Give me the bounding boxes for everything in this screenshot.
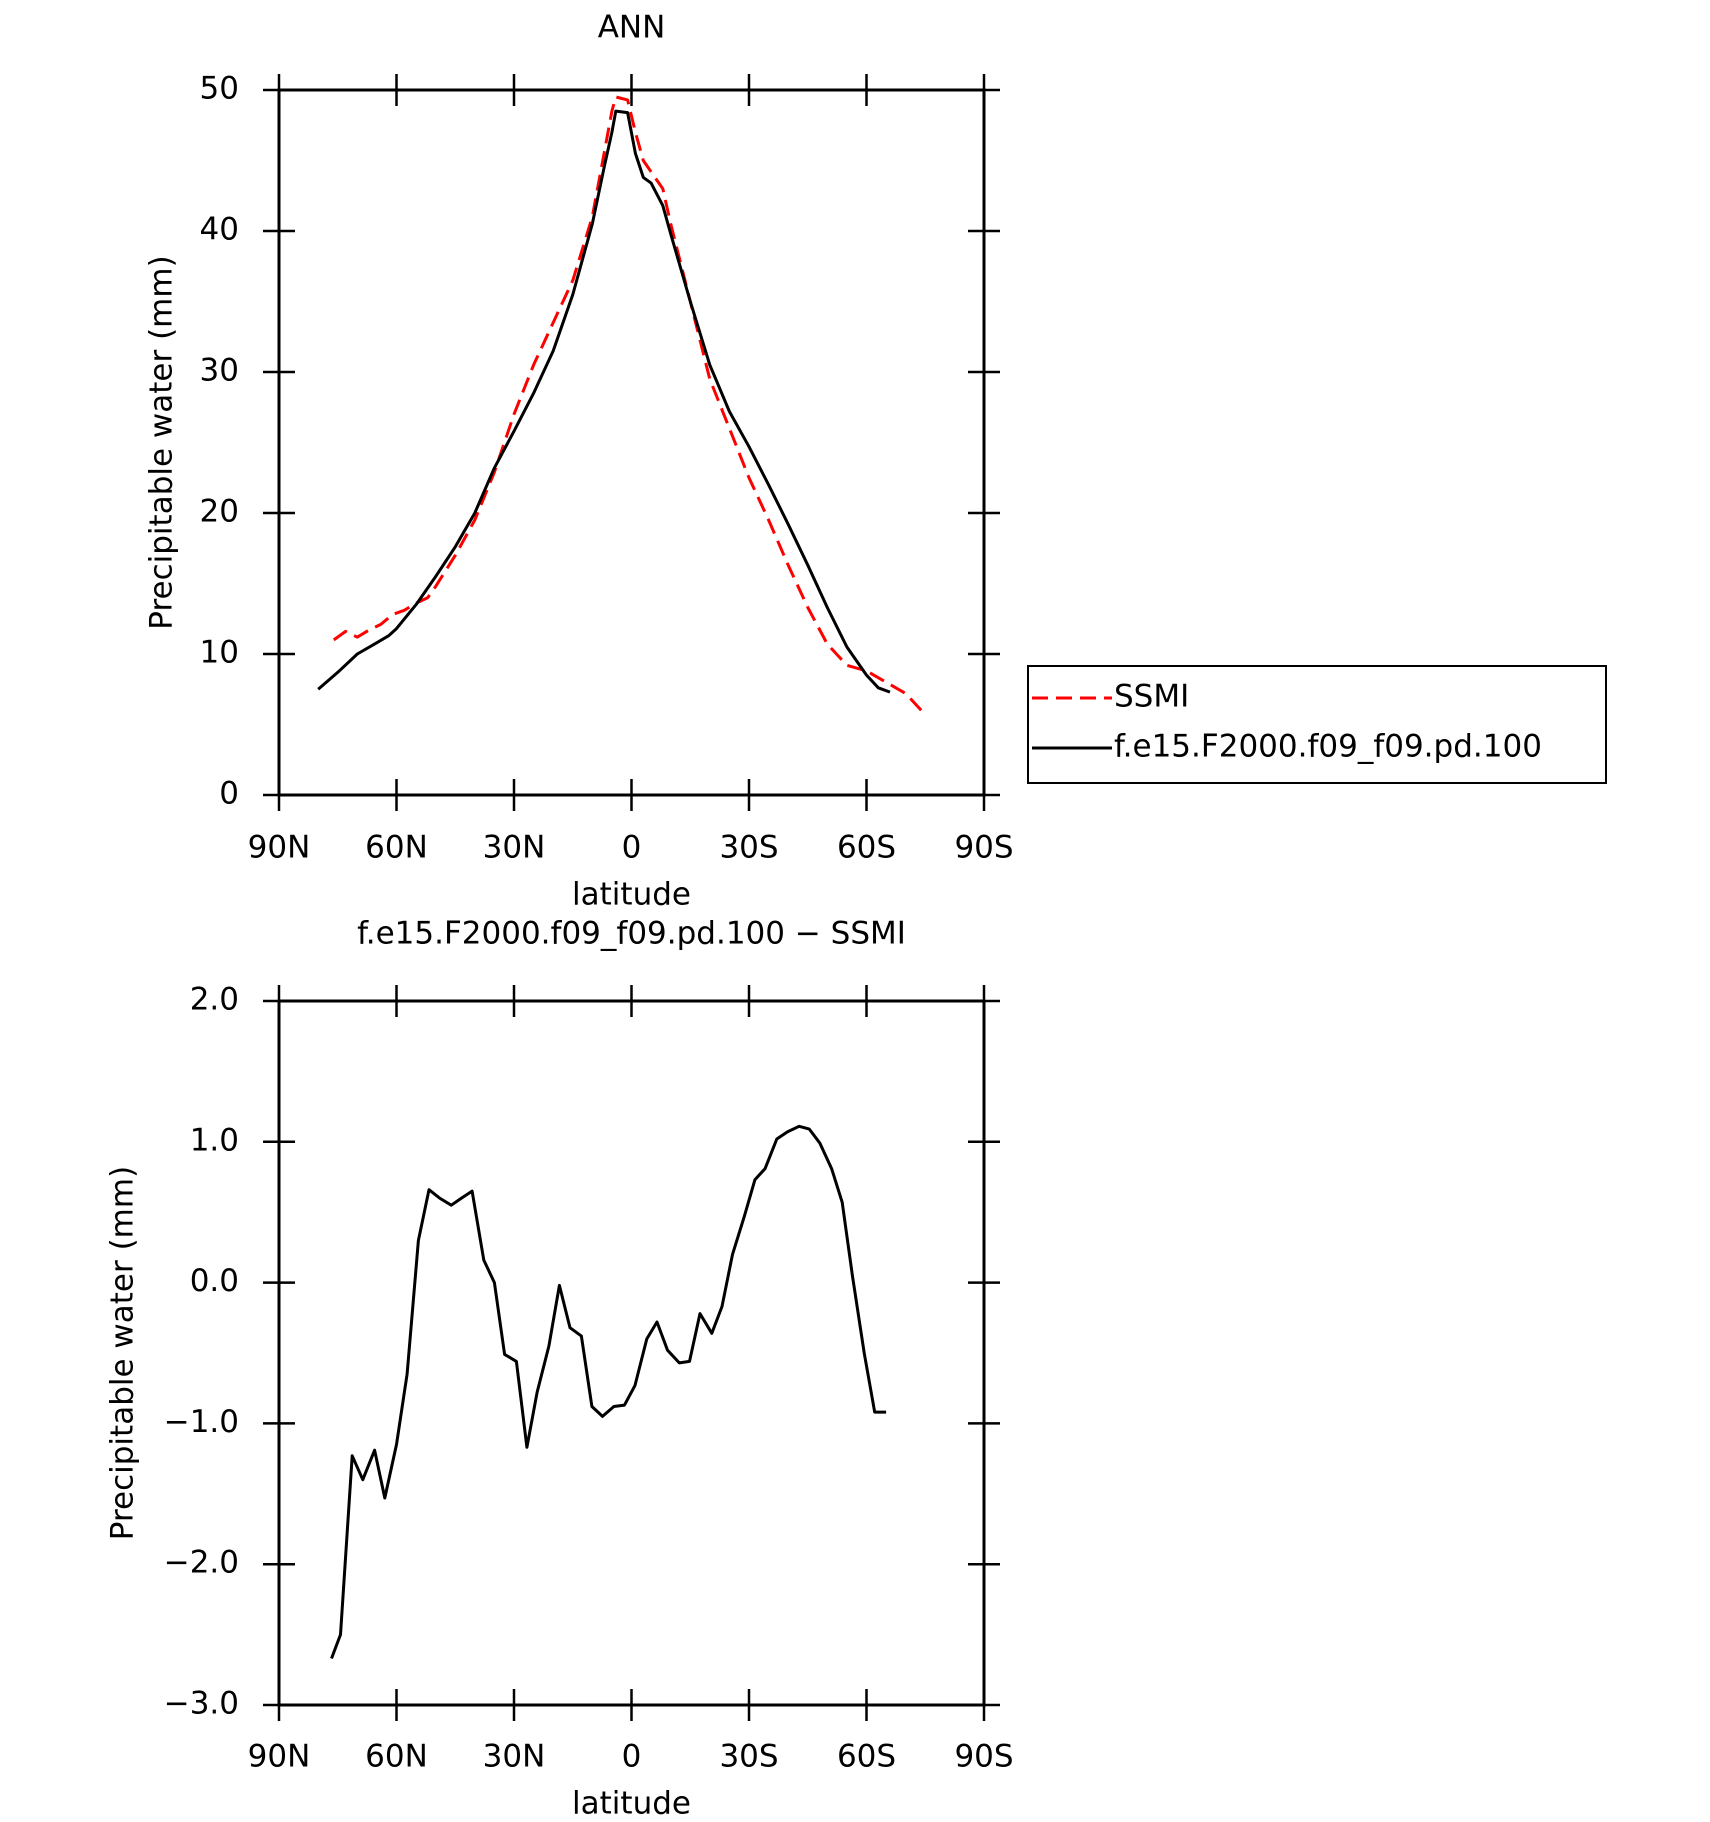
x-axis-label: latitude: [572, 1786, 691, 1822]
y-tick-label: 50: [200, 71, 239, 107]
chart-title: ANN: [598, 10, 666, 46]
y-tick-label: 1.0: [190, 1122, 239, 1158]
plot-frame: [277, 999, 986, 1707]
y-tick-label: −3.0: [164, 1686, 239, 1722]
data-line: [332, 95, 923, 712]
y-tick-label: 20: [200, 494, 239, 530]
x-tick-label: 90S: [954, 830, 1013, 866]
x-tick-label: 60N: [365, 1739, 428, 1775]
x-tick-label: 0: [622, 1739, 642, 1775]
data-line: [317, 109, 891, 694]
y-tick-label: 30: [200, 353, 239, 389]
legend-label: f.e15.F2000.f09_f09.pd.100: [1114, 729, 1542, 765]
plot-frame: [277, 88, 986, 797]
y-tick-label: −1.0: [164, 1404, 239, 1440]
x-tick-label: 30N: [483, 830, 546, 866]
chart-title: f.e15.F2000.f09_f09.pd.100 − SSMI: [357, 916, 906, 952]
x-tick-label: 60N: [365, 830, 428, 866]
y-tick-label: −2.0: [164, 1545, 239, 1581]
x-tick-label: 90N: [248, 1739, 311, 1775]
x-tick-label: 30S: [719, 830, 778, 866]
y-tick-label: 0: [219, 776, 239, 812]
x-tick-label: 90S: [954, 1739, 1013, 1775]
legend-label: SSMI: [1114, 679, 1189, 715]
y-tick-label: 2.0: [190, 982, 239, 1018]
y-tick-label: 10: [200, 635, 239, 671]
y-axis-label: Precipitable water (mm): [105, 1166, 141, 1540]
data-line: [330, 1124, 887, 1660]
legend-box: [1027, 665, 1607, 784]
x-tick-label: 30N: [483, 1739, 546, 1775]
x-tick-label: 0: [622, 830, 642, 866]
y-tick-label: 40: [200, 212, 239, 248]
x-tick-label: 30S: [719, 1739, 778, 1775]
y-tick-label: 0.0: [190, 1263, 239, 1299]
x-tick-label: 60S: [837, 1739, 896, 1775]
x-tick-label: 60S: [837, 830, 896, 866]
x-tick-label: 90N: [248, 830, 311, 866]
x-axis-label: latitude: [572, 877, 691, 913]
y-axis-label: Precipitable water (mm): [144, 255, 180, 629]
